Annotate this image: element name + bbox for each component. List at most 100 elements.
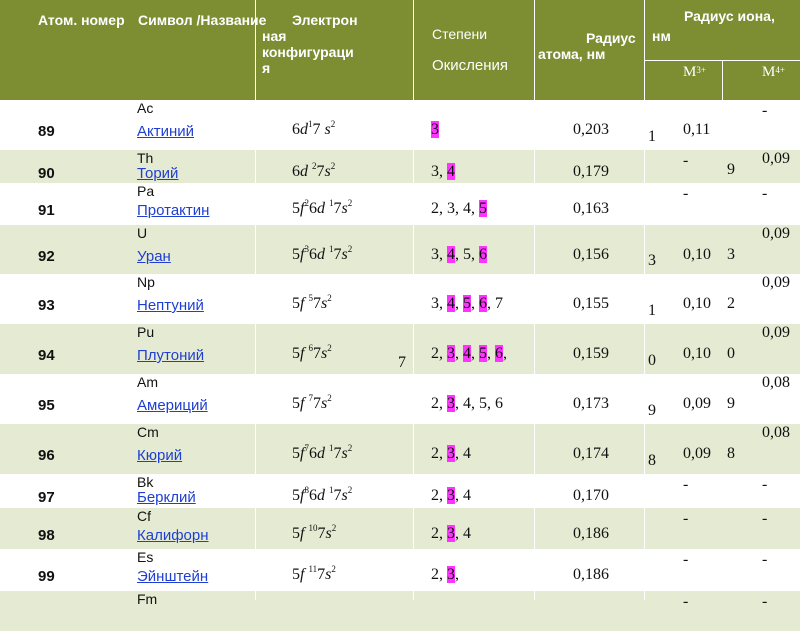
column-divider bbox=[413, 100, 414, 600]
header-bar bbox=[0, 0, 800, 60]
element-symbol: Am bbox=[137, 374, 158, 390]
element-name-link[interactable]: Берклий bbox=[137, 489, 196, 506]
ion-radius-m3-digit: 1 bbox=[648, 302, 656, 319]
electron-configuration: 5f76d 17s2 bbox=[292, 443, 353, 462]
ion-radius-m4-digit: 8 bbox=[727, 445, 735, 462]
element-symbol: Pu bbox=[137, 324, 155, 340]
element-symbol: Pa bbox=[137, 183, 155, 199]
atomic-radius: 0,203 bbox=[573, 121, 609, 138]
ion-radius-m3-digit: 9 bbox=[727, 161, 735, 178]
header-oxidation: Степени Окисления bbox=[432, 26, 508, 74]
electron-configuration: 5f 77s2 bbox=[292, 393, 332, 412]
electron-configuration: 5f 57s2 bbox=[292, 293, 332, 312]
ion-radius-m3: 0,10 bbox=[683, 345, 711, 362]
element-symbol: Cm bbox=[137, 424, 159, 440]
ion-radius-m3: - bbox=[683, 152, 689, 169]
oxidation-states: 2, 3, 4 bbox=[431, 525, 471, 542]
ion-radius-m3: 0,10 bbox=[683, 246, 711, 263]
ion-radius-m3-digit: 8 bbox=[648, 452, 656, 469]
atomic-radius: 0,159 bbox=[573, 345, 609, 362]
atomic-radius: 0,174 bbox=[573, 445, 609, 462]
table-row: 99 Es Эйнштейн 5f 117s2 2, 3, 0,186 - - bbox=[0, 549, 800, 591]
column-divider bbox=[644, 100, 645, 600]
atomic-radius: 0,173 bbox=[573, 395, 609, 412]
element-name-link[interactable]: Протактин bbox=[137, 202, 210, 219]
element-name-link[interactable]: Уран bbox=[137, 248, 171, 265]
header-ion-radius: Радиус иона, нм bbox=[652, 8, 775, 44]
ion-radius-m3: 0,09 bbox=[683, 395, 711, 412]
header-divider bbox=[534, 0, 535, 100]
atomic-radius: 0,179 bbox=[573, 163, 609, 180]
header-divider bbox=[644, 60, 800, 61]
element-name-link[interactable]: Америций bbox=[137, 397, 208, 414]
atomic-number: 98 bbox=[38, 527, 55, 544]
atomic-radius: 0,186 bbox=[573, 566, 609, 583]
header-electron-config: Электрон ная конфигураци я bbox=[262, 12, 358, 76]
ion-radius-m4: 0,08 bbox=[762, 424, 790, 441]
element-name-link[interactable]: Кюрий bbox=[137, 447, 183, 464]
table-row: 94 Pu Плутоний 5f 67s2 2, 3, 4, 5, 6, 0,159 0,… bbox=[0, 324, 800, 374]
atomic-number: 92 bbox=[38, 248, 55, 265]
ion-radius-m4: - bbox=[762, 102, 768, 119]
atomic-radius: 0,163 bbox=[573, 200, 609, 217]
atomic-number: 91 bbox=[38, 202, 55, 219]
ion-radius-m4-digit: 3 bbox=[727, 246, 735, 263]
ion-radius-m3: 0,09 bbox=[683, 445, 711, 462]
header-divider bbox=[255, 0, 256, 100]
oxidation-states: 3 bbox=[431, 121, 439, 138]
ion-radius-m3: 0,11 bbox=[683, 121, 711, 138]
electron-configuration: 6d17 s2 bbox=[292, 119, 336, 138]
element-name-link[interactable]: Нептуний bbox=[137, 297, 204, 314]
ion-radius-m4-digit: 0 bbox=[727, 345, 735, 362]
atomic-number: 96 bbox=[38, 447, 55, 464]
element-name-link[interactable]: Торий bbox=[137, 165, 179, 182]
atomic-number: 97 bbox=[38, 489, 55, 506]
oxidation-states: 3, 4, 5, 6 bbox=[431, 246, 487, 263]
element-name-link[interactable]: Эйнштейн bbox=[137, 568, 209, 585]
ion-radius-m4: 0,08 bbox=[762, 374, 790, 391]
atomic-radius: 0,170 bbox=[573, 487, 609, 504]
ion-radius-m4: - bbox=[762, 510, 768, 527]
ion-radius-m3: - bbox=[683, 551, 689, 568]
electron-configuration: 5f 117s2 bbox=[292, 564, 336, 583]
element-symbol: Th bbox=[137, 150, 154, 166]
ion-radius-m4: - bbox=[762, 551, 768, 568]
ion-radius-m3-digit: 1 bbox=[648, 128, 656, 145]
oxidation-states: 3, 4 bbox=[431, 163, 455, 180]
atomic-number: 93 bbox=[38, 297, 55, 314]
header-m3: M3+ bbox=[683, 64, 706, 80]
header-atomic-radius: Радиус атома, нм bbox=[538, 30, 636, 62]
ion-radius-m3: - bbox=[683, 593, 689, 610]
table-row: Fm - - bbox=[0, 591, 800, 631]
electron-configuration: 5f26d 17s2 bbox=[292, 198, 353, 217]
atomic-radius: 0,156 bbox=[573, 246, 609, 263]
table-row: 89 Ac Актиний 6d17 s2 3 0,203 0,11 1 - bbox=[0, 100, 800, 150]
ion-radius-m3-digit: 3 bbox=[648, 252, 656, 269]
ion-radius-m3: - bbox=[683, 510, 689, 527]
oxidation-states: 2, 3, 4, 5, 6 bbox=[431, 395, 503, 412]
ion-radius-m3-digit: 0 bbox=[648, 352, 656, 369]
header-divider bbox=[722, 60, 723, 100]
header-atomic-number: Атом. номер bbox=[38, 12, 125, 28]
element-symbol: Cf bbox=[137, 508, 151, 524]
oxidation-states: 3, 4, 5, 6, 7 bbox=[431, 295, 503, 312]
element-name-link[interactable]: Калифорн bbox=[137, 527, 209, 544]
ion-radius-m4: 0,09 bbox=[762, 150, 790, 167]
table-row: 96 Cm Кюрий 5f76d 17s2 2, 3, 4 0,174 0,09 8 0,08… bbox=[0, 424, 800, 474]
header-divider bbox=[644, 0, 645, 100]
element-name-link[interactable]: Актиний bbox=[137, 123, 195, 140]
oxidation-states: 2, 3, 4, 5, 6, bbox=[431, 345, 507, 362]
table-row: 98 Cf Калифорн 5f 107s2 2, 3, 4 0,186 - - bbox=[0, 508, 800, 549]
table-row: 95 Am Америций 5f 77s2 2, 3, 4, 5, 6 0,173 0,0… bbox=[0, 374, 800, 424]
atomic-number: 99 bbox=[38, 568, 55, 585]
element-name-link[interactable]: Плутоний bbox=[137, 347, 205, 364]
ion-radius-m4-digit: 2 bbox=[727, 295, 735, 312]
ion-radius-m3-digit: 9 bbox=[648, 402, 656, 419]
ion-radius-m4: - bbox=[762, 476, 768, 493]
ion-radius-m3: - bbox=[683, 476, 689, 493]
atomic-number: 90 bbox=[38, 165, 55, 182]
element-symbol: Ac bbox=[137, 100, 154, 116]
ion-radius-m4: 0,09 bbox=[762, 274, 790, 291]
header-symbol-name: Символ /Название bbox=[138, 12, 267, 28]
atomic-radius: 0,155 bbox=[573, 295, 609, 312]
